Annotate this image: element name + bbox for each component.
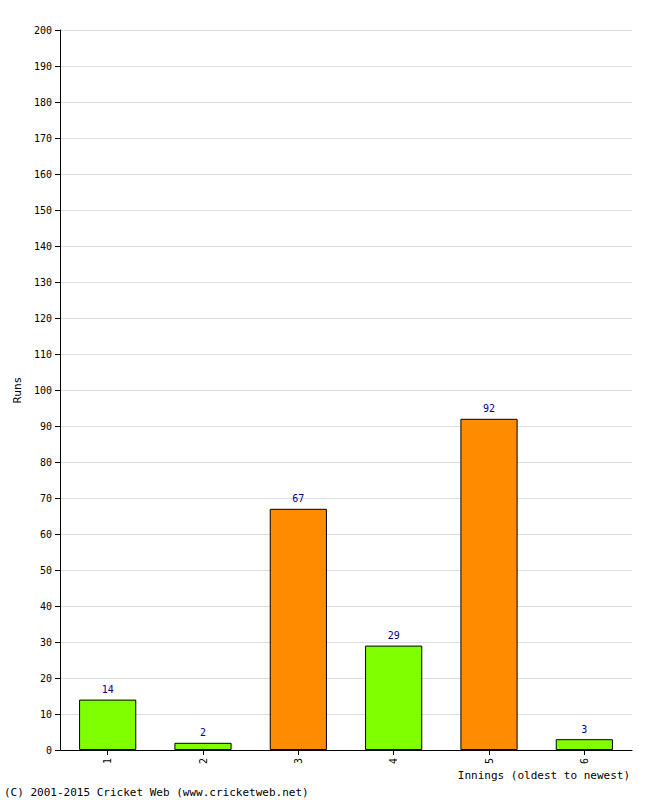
svg-text:92: 92: [483, 403, 495, 414]
svg-text:90: 90: [40, 421, 52, 432]
svg-text:70: 70: [40, 493, 52, 504]
svg-text:130: 130: [34, 277, 52, 288]
svg-text:1: 1: [102, 758, 113, 764]
svg-text:100: 100: [34, 385, 52, 396]
svg-text:150: 150: [34, 205, 52, 216]
svg-text:40: 40: [40, 601, 52, 612]
svg-text:(C) 2001-2015 Cricket Web (www: (C) 2001-2015 Cricket Web (www.cricketwe…: [4, 786, 309, 799]
svg-text:3: 3: [581, 724, 587, 735]
svg-text:200: 200: [34, 25, 52, 36]
svg-text:5: 5: [484, 758, 495, 764]
svg-text:110: 110: [34, 349, 52, 360]
svg-text:29: 29: [388, 630, 400, 641]
svg-text:Runs: Runs: [11, 377, 24, 404]
svg-text:50: 50: [40, 565, 52, 576]
svg-text:170: 170: [34, 133, 52, 144]
svg-text:160: 160: [34, 169, 52, 180]
svg-text:3: 3: [293, 758, 304, 764]
svg-text:60: 60: [40, 529, 52, 540]
svg-text:6: 6: [579, 758, 590, 764]
svg-text:14: 14: [102, 684, 114, 695]
svg-text:20: 20: [40, 673, 52, 684]
svg-text:120: 120: [34, 313, 52, 324]
svg-text:30: 30: [40, 637, 52, 648]
svg-text:140: 140: [34, 241, 52, 252]
svg-text:2: 2: [200, 727, 206, 738]
svg-text:80: 80: [40, 457, 52, 468]
svg-text:190: 190: [34, 61, 52, 72]
svg-text:10: 10: [40, 709, 52, 720]
svg-text:4: 4: [388, 758, 399, 764]
svg-text:180: 180: [34, 97, 52, 108]
svg-text:2: 2: [198, 758, 209, 764]
svg-text:Innings (oldest to newest): Innings (oldest to newest): [458, 769, 630, 782]
svg-text:67: 67: [292, 493, 304, 504]
svg-text:0: 0: [46, 745, 52, 756]
